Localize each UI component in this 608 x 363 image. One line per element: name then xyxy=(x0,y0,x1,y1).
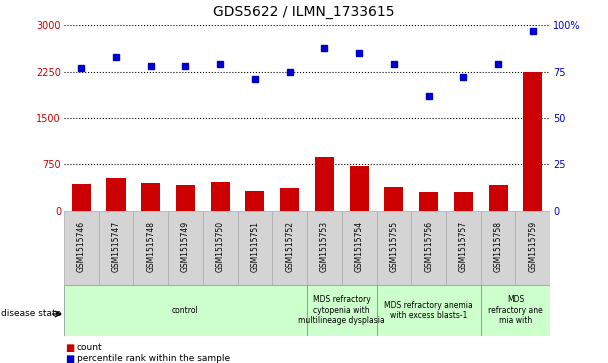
Bar xyxy=(481,285,550,336)
Bar xyxy=(315,157,334,211)
Bar xyxy=(376,285,481,336)
Bar xyxy=(141,183,161,211)
Text: GSM1515754: GSM1515754 xyxy=(354,221,364,272)
Text: GSM1515752: GSM1515752 xyxy=(285,221,294,272)
Bar xyxy=(64,211,98,285)
Text: GSM1515757: GSM1515757 xyxy=(459,221,468,272)
Text: MDS
refractory ane
mia with: MDS refractory ane mia with xyxy=(488,295,543,325)
Bar xyxy=(64,285,307,336)
Bar xyxy=(516,211,550,285)
Bar xyxy=(419,192,438,211)
Bar xyxy=(272,211,307,285)
Text: count: count xyxy=(77,343,102,352)
Bar xyxy=(176,185,195,211)
Bar xyxy=(98,211,133,285)
Bar xyxy=(203,211,238,285)
Text: GSM1515746: GSM1515746 xyxy=(77,221,86,272)
Bar xyxy=(72,184,91,211)
Bar xyxy=(246,191,264,211)
Bar xyxy=(168,211,203,285)
Text: GSM1515758: GSM1515758 xyxy=(494,221,503,272)
Bar xyxy=(238,211,272,285)
Text: GSM1515751: GSM1515751 xyxy=(250,221,260,272)
Bar xyxy=(489,185,508,211)
Bar xyxy=(454,192,473,211)
Bar xyxy=(481,211,516,285)
Text: GSM1515753: GSM1515753 xyxy=(320,221,329,272)
Bar xyxy=(384,187,404,211)
Text: GSM1515756: GSM1515756 xyxy=(424,221,433,272)
Text: GSM1515750: GSM1515750 xyxy=(216,221,225,272)
Bar xyxy=(133,211,168,285)
Bar xyxy=(307,211,342,285)
Bar xyxy=(342,211,376,285)
Text: MDS refractory
cytopenia with
multilineage dysplasia: MDS refractory cytopenia with multilinea… xyxy=(299,295,385,325)
Text: GSM1515748: GSM1515748 xyxy=(146,221,155,272)
Text: GSM1515759: GSM1515759 xyxy=(528,221,537,272)
Text: MDS refractory anemia
with excess blasts-1: MDS refractory anemia with excess blasts… xyxy=(384,301,473,320)
Bar xyxy=(446,211,481,285)
Text: ■: ■ xyxy=(65,354,75,363)
Text: GDS5622 / ILMN_1733615: GDS5622 / ILMN_1733615 xyxy=(213,5,395,20)
Text: GSM1515755: GSM1515755 xyxy=(389,221,398,272)
Bar xyxy=(523,72,542,211)
Text: GSM1515747: GSM1515747 xyxy=(111,221,120,272)
Bar xyxy=(350,166,368,211)
Bar xyxy=(280,188,299,211)
Text: ■: ■ xyxy=(65,343,75,353)
Bar xyxy=(307,285,376,336)
Bar xyxy=(411,211,446,285)
Text: control: control xyxy=(172,306,199,315)
Bar xyxy=(106,178,125,211)
Text: disease state: disease state xyxy=(1,310,61,318)
Text: percentile rank within the sample: percentile rank within the sample xyxy=(77,354,230,363)
Bar xyxy=(376,211,411,285)
Bar xyxy=(210,182,230,211)
Text: GSM1515749: GSM1515749 xyxy=(181,221,190,272)
